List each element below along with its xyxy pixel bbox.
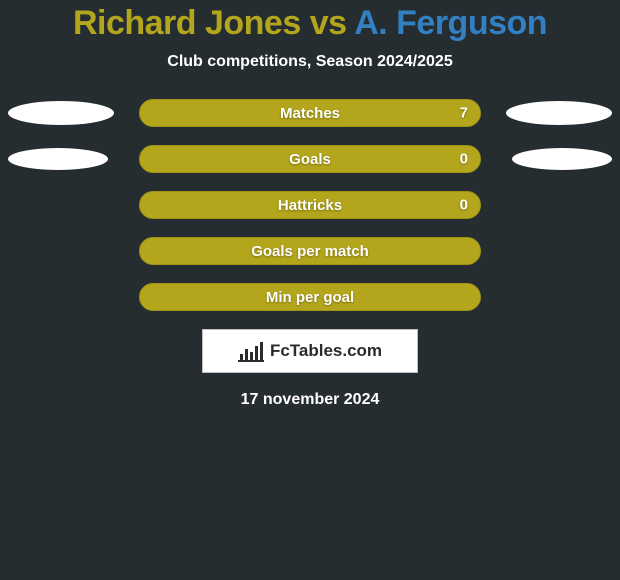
- subtitle: Club competitions, Season 2024/2025: [0, 53, 620, 71]
- player-2-name: A. Ferguson: [354, 4, 547, 42]
- player-2-ellipse: [506, 101, 612, 125]
- stat-row: Matches 7: [0, 99, 620, 127]
- stat-row: Goals 0: [0, 145, 620, 173]
- comparison-infographic: Richard Jones vs A. Ferguson Club compet…: [0, 0, 620, 580]
- player-2-ellipse: [512, 148, 612, 170]
- stat-label: Matches: [280, 105, 340, 122]
- player-1-name: Richard Jones: [73, 4, 301, 42]
- stat-rows: Matches 7 Goals 0 Hattricks 0 Goals per match M…: [0, 99, 620, 311]
- stat-bar: Matches 7: [139, 99, 481, 127]
- stat-bar: Min per goal: [139, 283, 481, 311]
- player-1-ellipse: [8, 148, 108, 170]
- stat-bar: Goals 0: [139, 145, 481, 173]
- logo-box: FcTables.com: [202, 329, 418, 373]
- stat-label: Goals: [289, 151, 331, 168]
- player-1-ellipse: [8, 101, 114, 125]
- stat-bar: Hattricks 0: [139, 191, 481, 219]
- stat-bar: Goals per match: [139, 237, 481, 265]
- stat-label: Hattricks: [278, 197, 342, 214]
- stat-value: 0: [460, 197, 468, 214]
- datestamp: 17 november 2024: [0, 391, 620, 409]
- stat-row: Goals per match: [0, 237, 620, 265]
- bar-chart-icon: [238, 340, 264, 362]
- page-title: Richard Jones vs A. Ferguson: [0, 4, 620, 43]
- stat-label: Min per goal: [266, 289, 354, 306]
- stat-value: 0: [460, 151, 468, 168]
- stat-row: Hattricks 0: [0, 191, 620, 219]
- stat-row: Min per goal: [0, 283, 620, 311]
- logo-text: FcTables.com: [270, 341, 382, 361]
- stat-label: Goals per match: [251, 243, 369, 260]
- stat-value: 7: [460, 105, 468, 122]
- vs-separator: vs: [301, 4, 354, 42]
